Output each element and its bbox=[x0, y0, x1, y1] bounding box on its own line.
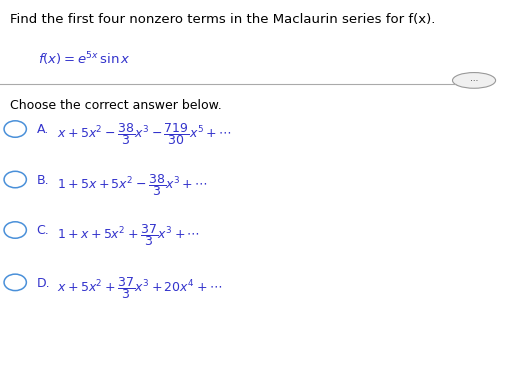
Text: $1 + 5x + 5x^{2} - \dfrac{38}{3}x^{3} + \cdots$: $1 + 5x + 5x^{2} - \dfrac{38}{3}x^{3} + … bbox=[57, 172, 208, 198]
Text: $x + 5x^{2} + \dfrac{37}{3}x^{3} + 20x^{4} + \cdots$: $x + 5x^{2} + \dfrac{37}{3}x^{3} + 20x^{… bbox=[57, 275, 222, 301]
Text: ⋯: ⋯ bbox=[470, 76, 478, 85]
Text: $x + 5x^{2} - \dfrac{38}{3}x^{3} - \dfrac{719}{30}x^{5} + \cdots$: $x + 5x^{2} - \dfrac{38}{3}x^{3} - \dfra… bbox=[57, 122, 232, 147]
Text: $f(x) = e^{5x}\, \sin x$: $f(x) = e^{5x}\, \sin x$ bbox=[38, 50, 131, 68]
Text: Find the first four nonzero terms in the Maclaurin series for f(x).: Find the first four nonzero terms in the… bbox=[10, 13, 436, 26]
Circle shape bbox=[4, 274, 26, 291]
Circle shape bbox=[4, 171, 26, 188]
Text: Choose the correct answer below.: Choose the correct answer below. bbox=[10, 99, 222, 112]
Circle shape bbox=[4, 222, 26, 238]
Text: C.: C. bbox=[37, 224, 49, 237]
Text: B.: B. bbox=[37, 174, 49, 187]
Ellipse shape bbox=[452, 73, 496, 88]
Text: $1 + x + 5x^{2} + \dfrac{37}{3}x^{3} + \cdots$: $1 + x + 5x^{2} + \dfrac{37}{3}x^{3} + \… bbox=[57, 223, 200, 248]
Text: A.: A. bbox=[37, 123, 49, 137]
Circle shape bbox=[4, 121, 26, 137]
Text: D.: D. bbox=[37, 277, 50, 290]
